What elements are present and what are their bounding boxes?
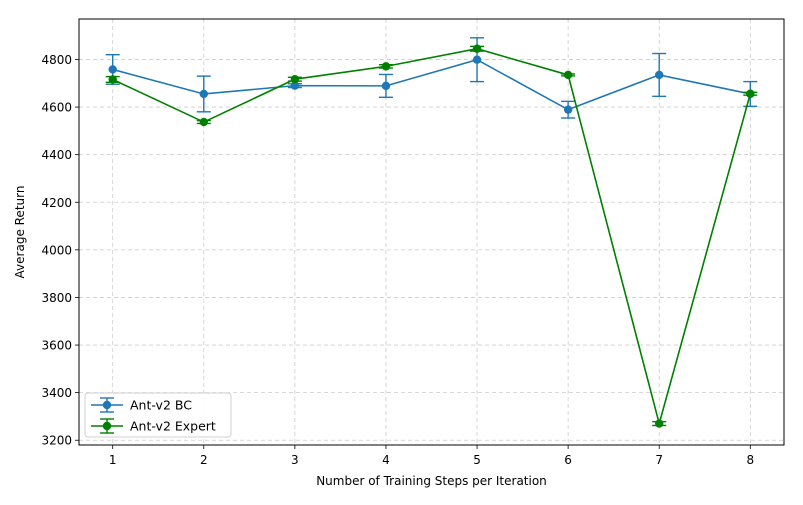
data-point (381, 81, 391, 91)
y-tick-label: 3600 (41, 339, 72, 353)
x-tick-label: 3 (291, 453, 299, 467)
data-point (472, 55, 482, 64)
y-tick-label: 3800 (41, 291, 72, 305)
y-tick-label: 4800 (41, 53, 72, 67)
plot-area-frame (78, 18, 785, 446)
y-axis-label: Average Return (13, 186, 27, 279)
x-axis-label: Number of Training Steps per Iteration (316, 474, 547, 488)
y-tick-label: 4000 (41, 243, 72, 257)
data-point (290, 81, 300, 90)
x-tick-label: 1 (109, 453, 117, 467)
legend-item: Ant-v2 Expert (91, 418, 216, 434)
data-point (472, 44, 482, 53)
x-tick-label: 7 (655, 453, 663, 467)
data-point (199, 89, 208, 99)
x-tick-label: 5 (473, 453, 481, 467)
data-point (108, 75, 117, 84)
y-tick-label: 3400 (41, 386, 72, 400)
data-point (290, 75, 300, 84)
series-layer (105, 37, 758, 428)
legend-marker (102, 400, 112, 410)
series-ant-v2-expert (105, 44, 758, 428)
series-ant-v2-bc (105, 37, 758, 119)
legend-label: Ant-v2 Expert (130, 419, 216, 434)
y-tick-label: 4600 (41, 101, 72, 115)
data-point (108, 65, 117, 74)
data-point (381, 62, 391, 71)
y-tick-label: 3200 (41, 434, 72, 448)
grid (79, 19, 784, 445)
legend: Ant-v2 BC Ant-v2 Expert (84, 392, 232, 438)
data-point (563, 105, 573, 114)
data-point (655, 419, 664, 428)
x-tick-label: 6 (564, 453, 572, 467)
y-tick-label: 4200 (41, 196, 72, 210)
x-tick-label: 8 (746, 453, 754, 467)
data-point (655, 70, 664, 80)
y-tick-label: 4400 (41, 148, 72, 162)
axis-ticks: 1 2 3 4 5 6 7 8 3200 3400 3600 3800 4000 4200 4400 4600… (41, 53, 754, 467)
legend-marker (102, 421, 112, 431)
x-tick-label: 4 (382, 453, 390, 467)
series-line (112, 58, 751, 111)
x-tick-label: 2 (200, 453, 208, 467)
data-point (563, 70, 573, 80)
legend-label: Ant-v2 BC (130, 398, 192, 413)
data-point (199, 117, 208, 127)
legend-item: Ant-v2 BC (91, 397, 192, 413)
data-point (746, 89, 755, 98)
series-line (112, 47, 752, 427)
